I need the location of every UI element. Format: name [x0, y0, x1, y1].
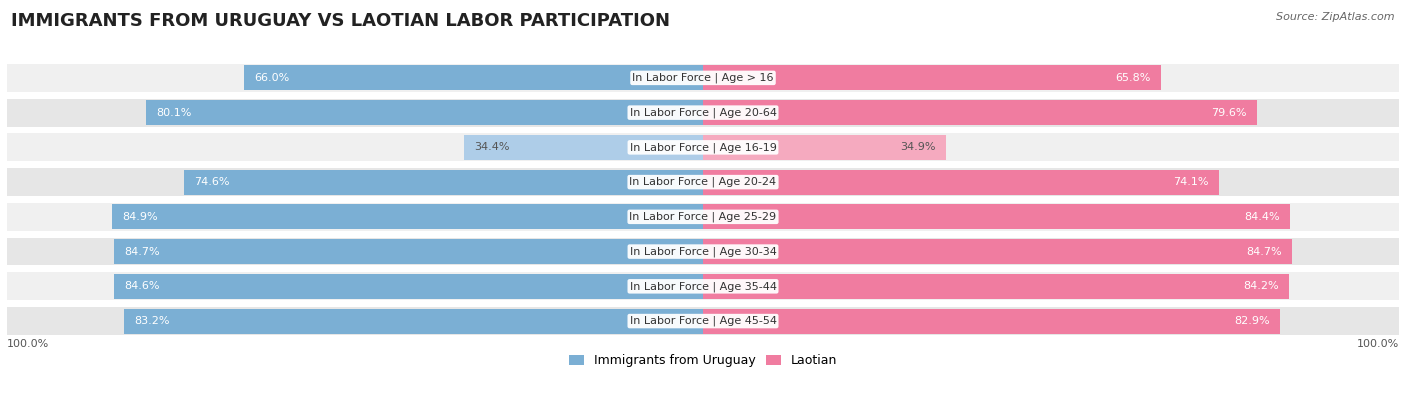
FancyBboxPatch shape [7, 203, 1399, 231]
Text: In Labor Force | Age 20-64: In Labor Force | Age 20-64 [630, 107, 776, 118]
FancyBboxPatch shape [243, 66, 703, 90]
Text: 79.6%: 79.6% [1211, 107, 1247, 118]
Text: 84.4%: 84.4% [1244, 212, 1279, 222]
FancyBboxPatch shape [703, 100, 1257, 125]
Text: 84.6%: 84.6% [125, 281, 160, 292]
FancyBboxPatch shape [703, 135, 946, 160]
Text: Source: ZipAtlas.com: Source: ZipAtlas.com [1277, 12, 1395, 22]
FancyBboxPatch shape [703, 204, 1291, 229]
Text: In Labor Force | Age 45-54: In Labor Force | Age 45-54 [630, 316, 776, 326]
Text: 80.1%: 80.1% [156, 107, 191, 118]
Text: 84.7%: 84.7% [1247, 246, 1282, 257]
FancyBboxPatch shape [112, 204, 703, 229]
Text: 34.4%: 34.4% [474, 142, 509, 152]
Text: 83.2%: 83.2% [135, 316, 170, 326]
Text: IMMIGRANTS FROM URUGUAY VS LAOTIAN LABOR PARTICIPATION: IMMIGRANTS FROM URUGUAY VS LAOTIAN LABOR… [11, 12, 671, 30]
FancyBboxPatch shape [114, 274, 703, 299]
Text: 84.9%: 84.9% [122, 212, 159, 222]
Text: 66.0%: 66.0% [254, 73, 290, 83]
FancyBboxPatch shape [703, 308, 1279, 333]
Text: 74.6%: 74.6% [194, 177, 229, 187]
FancyBboxPatch shape [703, 66, 1161, 90]
Text: 84.2%: 84.2% [1243, 281, 1278, 292]
FancyBboxPatch shape [7, 64, 1399, 92]
Text: In Labor Force | Age > 16: In Labor Force | Age > 16 [633, 73, 773, 83]
Text: 74.1%: 74.1% [1173, 177, 1208, 187]
FancyBboxPatch shape [146, 100, 703, 125]
Text: In Labor Force | Age 35-44: In Labor Force | Age 35-44 [630, 281, 776, 292]
FancyBboxPatch shape [7, 307, 1399, 335]
Text: In Labor Force | Age 20-24: In Labor Force | Age 20-24 [630, 177, 776, 187]
FancyBboxPatch shape [7, 99, 1399, 126]
Text: In Labor Force | Age 16-19: In Labor Force | Age 16-19 [630, 142, 776, 152]
FancyBboxPatch shape [7, 273, 1399, 300]
Text: 34.9%: 34.9% [900, 142, 935, 152]
FancyBboxPatch shape [7, 134, 1399, 161]
FancyBboxPatch shape [464, 135, 703, 160]
FancyBboxPatch shape [7, 238, 1399, 265]
FancyBboxPatch shape [124, 308, 703, 333]
Text: In Labor Force | Age 30-34: In Labor Force | Age 30-34 [630, 246, 776, 257]
FancyBboxPatch shape [114, 239, 703, 264]
Legend: Immigrants from Uruguay, Laotian: Immigrants from Uruguay, Laotian [564, 349, 842, 372]
FancyBboxPatch shape [7, 168, 1399, 196]
Text: In Labor Force | Age 25-29: In Labor Force | Age 25-29 [630, 212, 776, 222]
FancyBboxPatch shape [703, 239, 1292, 264]
Text: 84.7%: 84.7% [124, 246, 159, 257]
FancyBboxPatch shape [184, 169, 703, 195]
FancyBboxPatch shape [703, 169, 1219, 195]
FancyBboxPatch shape [703, 274, 1289, 299]
Text: 100.0%: 100.0% [7, 339, 49, 349]
Text: 100.0%: 100.0% [1357, 339, 1399, 349]
Text: 82.9%: 82.9% [1234, 316, 1270, 326]
Text: 65.8%: 65.8% [1115, 73, 1150, 83]
